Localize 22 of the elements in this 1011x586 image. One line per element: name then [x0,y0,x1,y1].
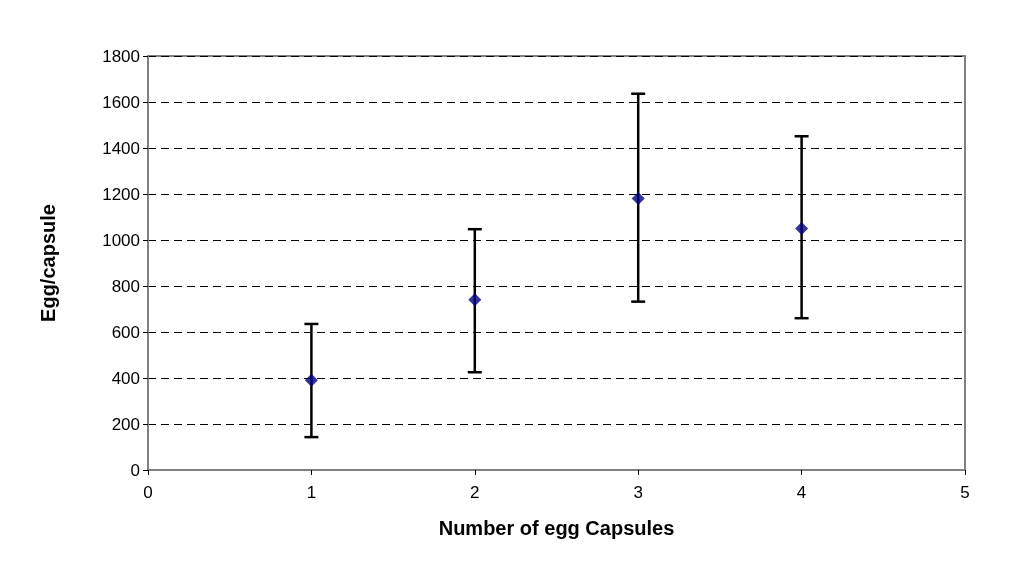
point [304,373,318,387]
x-tick-label: 2 [470,483,480,502]
y-tick-label: 600 [111,322,140,342]
y-tick-label: 1200 [102,184,140,204]
y-tick-label: 800 [111,276,140,296]
y-tick-label: 1800 [102,46,140,66]
x-tick-label: 1 [306,483,317,502]
point [468,293,482,307]
y-tick-label: 400 [111,368,140,388]
y-tick-label: 1400 [102,138,140,158]
y-tick-label: 1000 [102,230,140,250]
y-tick-label: 200 [111,414,140,434]
x-tick-label: 4 [796,483,807,502]
y-tick-label: 1600 [102,92,140,112]
x-tick-label: 0 [143,483,153,502]
x-tick-label: 5 [960,483,970,502]
x-axis-title: Number of egg Capsules [438,517,675,539]
point [795,222,809,235]
y-axis-title: Egg/capsule [37,204,59,322]
point [631,192,645,206]
x-tick-label: 3 [633,483,643,502]
y-tick-label: 0 [130,460,140,480]
